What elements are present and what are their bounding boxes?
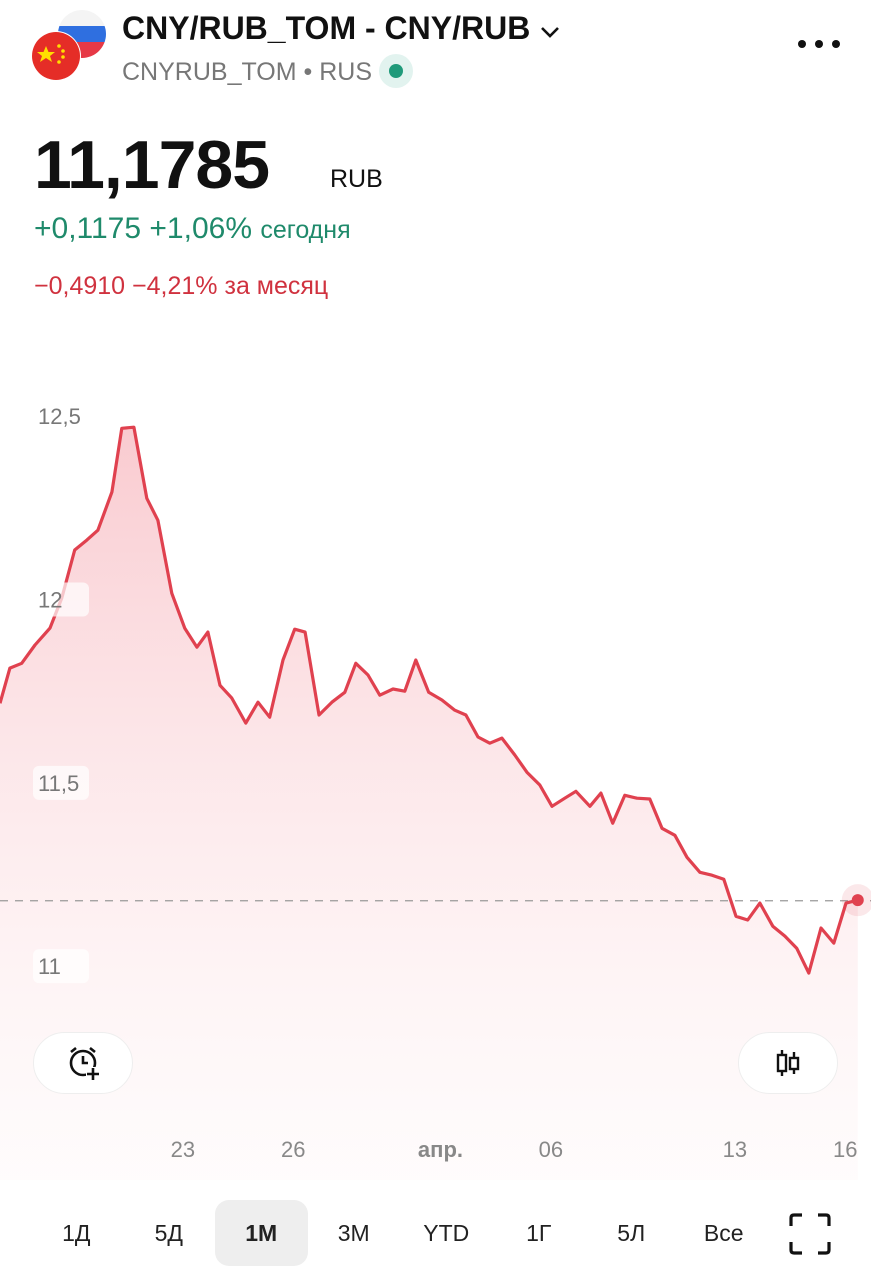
chart-type-button[interactable]	[738, 1032, 838, 1094]
period-button[interactable]: 5Л	[617, 1220, 646, 1246]
area-fill	[0, 427, 858, 1180]
fullscreen-button[interactable]	[788, 1212, 832, 1256]
last-point	[851, 894, 864, 907]
exchange: RUS	[319, 58, 373, 86]
y-tick-label: 12	[38, 588, 62, 613]
y-tick-bg	[33, 765, 89, 800]
x-tick-label: 13	[723, 1137, 747, 1162]
month-label: за месяц	[224, 272, 329, 300]
period-button[interactable]: Все	[703, 1220, 744, 1246]
y-tick-label: 11,5	[38, 771, 79, 796]
period-button[interactable]: YTD	[423, 1220, 470, 1246]
price-chart: 12,5 12 11,5 11 23 26 апр. 06 13 16	[0, 399, 871, 1180]
day-change-pct: +1,06%	[149, 212, 252, 245]
y-tick-label: 12,5	[38, 404, 81, 429]
period-button[interactable]: 3М	[337, 1220, 370, 1246]
x-tick-label: апр.	[418, 1137, 463, 1162]
day-label: сегодня	[260, 216, 351, 244]
subtitle: CNYRUB_TOM • RUS	[122, 54, 413, 88]
period-button[interactable]: 5Д	[154, 1220, 183, 1246]
x-tick-label: 06	[539, 1137, 563, 1162]
currency: RUB	[330, 165, 383, 193]
currency-flags	[31, 10, 106, 81]
period-button[interactable]: 1М	[215, 1200, 308, 1266]
y-tick-bg	[33, 949, 89, 984]
period-button[interactable]: 1Г	[526, 1220, 552, 1246]
dropdown-icon	[541, 27, 560, 38]
x-tick-label: 23	[171, 1137, 195, 1162]
period-button[interactable]: 1Д	[62, 1220, 91, 1246]
day-change-abs: +0,1175	[34, 212, 142, 245]
more-menu[interactable]	[796, 36, 842, 52]
title-text: CNY/RUB_TOM - CNY/RUB	[122, 10, 531, 46]
y-tick-bg	[33, 582, 89, 617]
alert-button[interactable]	[33, 1032, 133, 1094]
day-change: +0,1175 +1,06% сегодня	[34, 212, 351, 246]
market-status	[378, 54, 413, 88]
ticker: CNYRUB_TOM	[122, 58, 297, 86]
price-line	[0, 425, 859, 975]
period-selector: 1Д 5Д 1М 3М YTD 1Г 5Л Все	[30, 1200, 770, 1266]
x-tick-label: 16	[833, 1137, 857, 1162]
y-tick-bg	[33, 399, 89, 434]
x-tick-label: 26	[281, 1137, 305, 1162]
month-change-pct: −4,21%	[132, 272, 218, 300]
instrument-title[interactable]: CNY/RUB_TOM - CNY/RUB	[122, 10, 561, 47]
y-tick-label: 11	[38, 954, 61, 979]
price: 11,1785	[34, 127, 270, 203]
month-change-abs: −0,4910	[34, 272, 126, 300]
month-change: −0,4910 −4,21% за месяц	[34, 272, 328, 301]
